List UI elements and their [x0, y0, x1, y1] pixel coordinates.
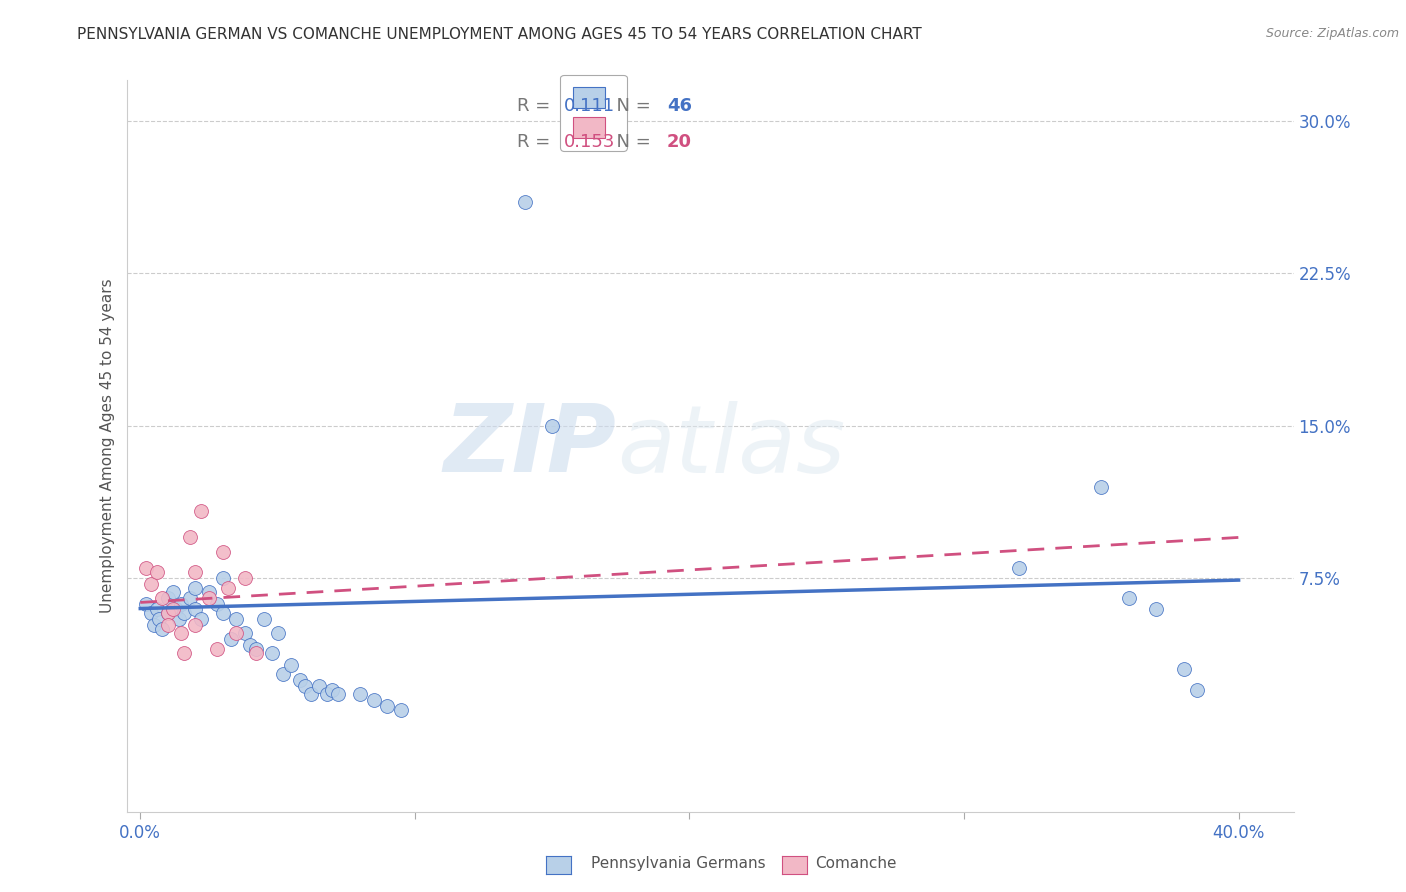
- Point: [156, 606, 179, 620]
- Text: PENNSYLVANIA GERMAN VS COMANCHE UNEMPLOYMENT AMONG AGES 45 TO 54 YEARS CORRELATI: PENNSYLVANIA GERMAN VS COMANCHE UNEMPLOY…: [77, 27, 922, 42]
- Point: [198, 591, 221, 606]
- Point: [156, 606, 179, 620]
- Text: 46: 46: [666, 97, 692, 115]
- Text: ZIP: ZIP: [444, 400, 617, 492]
- Point: [205, 642, 228, 657]
- Text: atlas: atlas: [617, 401, 845, 491]
- Point: [184, 565, 207, 579]
- Point: [288, 673, 311, 687]
- Point: [541, 418, 564, 433]
- Point: [245, 642, 267, 657]
- Point: [280, 658, 302, 673]
- Point: [1144, 601, 1167, 615]
- Text: Pennsylvania Germans: Pennsylvania Germans: [591, 856, 765, 871]
- Point: [233, 571, 256, 585]
- Point: [513, 195, 536, 210]
- Point: [245, 646, 267, 660]
- Point: [266, 626, 288, 640]
- Point: [198, 585, 221, 599]
- Text: R =: R =: [517, 133, 557, 151]
- Point: [1090, 480, 1112, 494]
- Point: [217, 581, 239, 595]
- Point: [190, 612, 212, 626]
- Point: [349, 687, 371, 701]
- Point: [253, 612, 276, 626]
- Point: [205, 598, 228, 612]
- Point: [321, 682, 343, 697]
- Text: 0.111: 0.111: [564, 97, 616, 115]
- Point: [190, 504, 212, 518]
- Point: [162, 585, 184, 599]
- Point: [173, 606, 195, 620]
- Point: [377, 699, 399, 714]
- Point: [308, 679, 330, 693]
- Text: Comanche: Comanche: [815, 856, 897, 871]
- Point: [211, 544, 233, 558]
- Point: [233, 626, 256, 640]
- Point: [219, 632, 242, 646]
- Point: [239, 638, 262, 652]
- Text: 0.153: 0.153: [564, 133, 616, 151]
- Point: [156, 617, 179, 632]
- Point: [326, 687, 349, 701]
- Point: [141, 577, 163, 591]
- Point: [316, 687, 339, 701]
- Point: [184, 581, 207, 595]
- Point: [145, 565, 167, 579]
- Text: 20: 20: [666, 133, 692, 151]
- Text: N =: N =: [605, 97, 657, 115]
- Point: [179, 591, 201, 606]
- Text: R =: R =: [517, 97, 557, 115]
- Point: [271, 666, 294, 681]
- Point: [170, 598, 193, 612]
- Point: [184, 617, 207, 632]
- Point: [141, 606, 163, 620]
- Point: [179, 530, 201, 544]
- Point: [225, 626, 247, 640]
- Point: [156, 591, 179, 606]
- Point: [1118, 591, 1140, 606]
- Point: [145, 601, 167, 615]
- Point: [225, 612, 247, 626]
- Point: [148, 612, 170, 626]
- Text: Source: ZipAtlas.com: Source: ZipAtlas.com: [1265, 27, 1399, 40]
- Point: [170, 626, 193, 640]
- Point: [165, 601, 187, 615]
- Point: [135, 598, 157, 612]
- Point: [143, 617, 166, 632]
- Point: [1008, 561, 1031, 575]
- Point: [211, 571, 233, 585]
- Y-axis label: Unemployment Among Ages 45 to 54 years: Unemployment Among Ages 45 to 54 years: [100, 278, 115, 614]
- Point: [150, 622, 173, 636]
- Point: [363, 693, 385, 707]
- Point: [135, 561, 157, 575]
- Text: N =: N =: [605, 133, 657, 151]
- Point: [389, 703, 412, 717]
- Point: [299, 687, 322, 701]
- Point: [294, 679, 316, 693]
- Point: [173, 646, 195, 660]
- Point: [1187, 682, 1209, 697]
- Point: [184, 601, 207, 615]
- Point: [1173, 663, 1195, 677]
- Point: [162, 601, 184, 615]
- Point: [211, 606, 233, 620]
- Legend: , : ,: [560, 75, 627, 151]
- Point: [167, 612, 190, 626]
- Point: [150, 591, 173, 606]
- Point: [262, 646, 284, 660]
